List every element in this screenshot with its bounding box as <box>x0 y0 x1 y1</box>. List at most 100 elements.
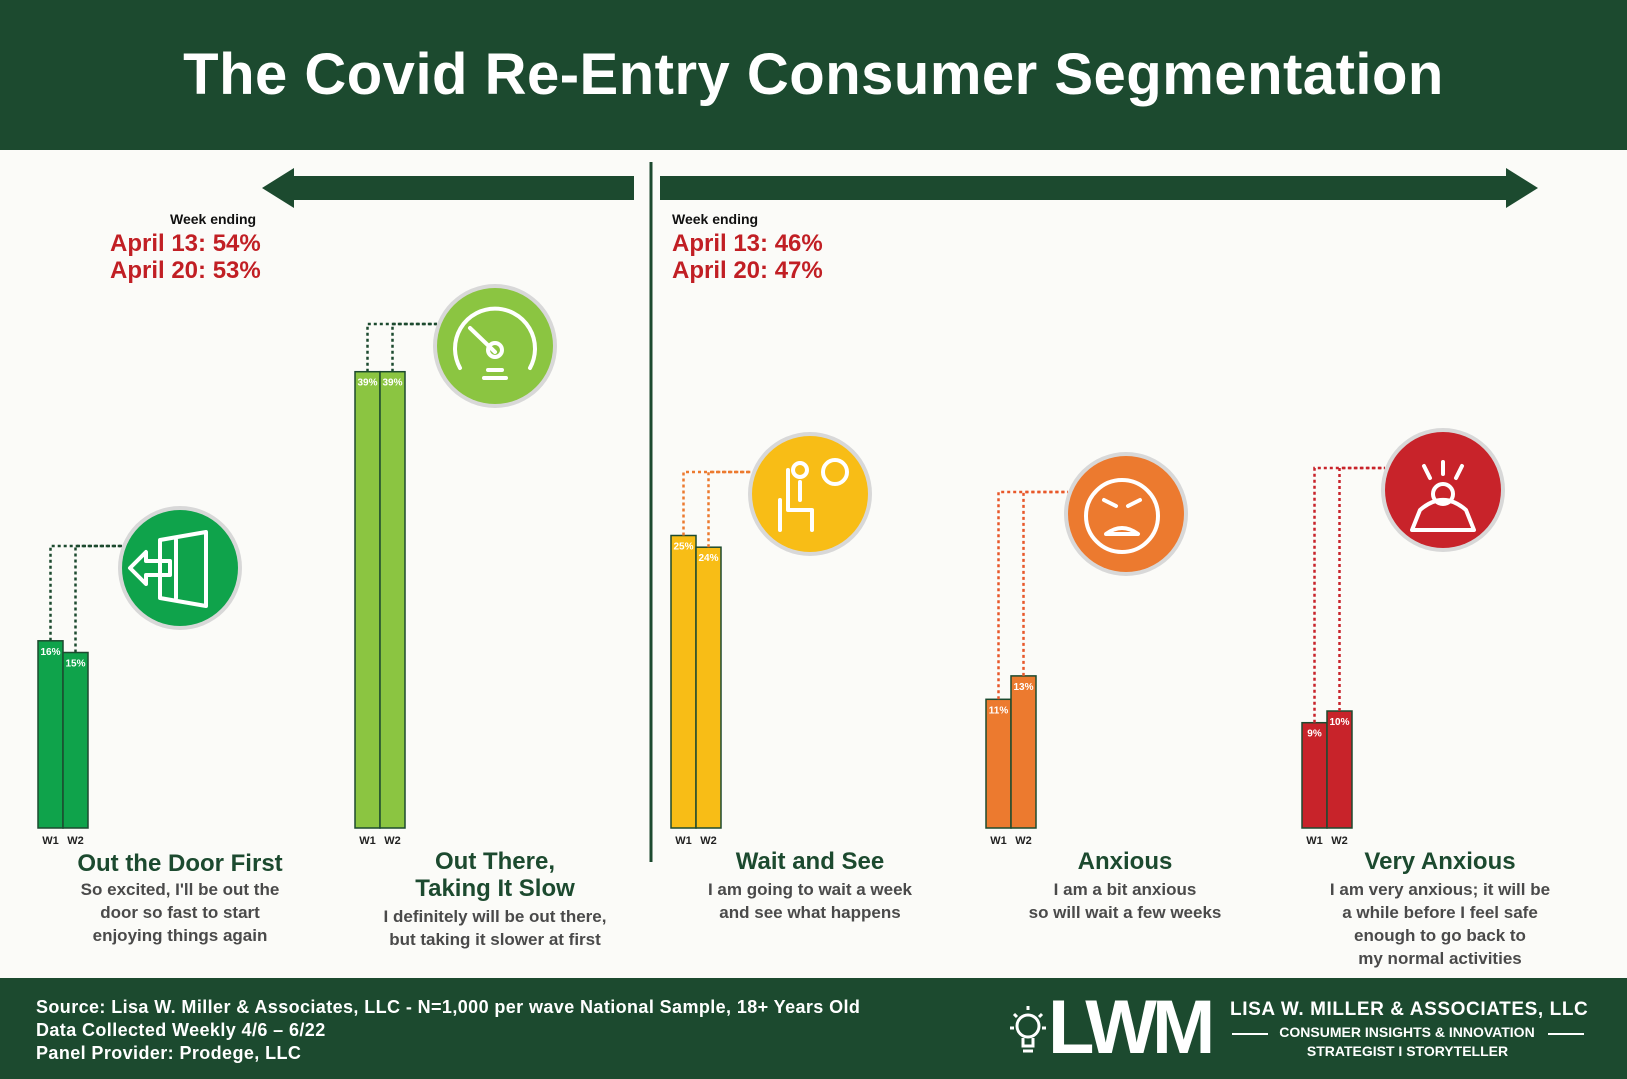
segment-desc-line: I am going to wait a week <box>707 880 913 899</box>
connector-line <box>49 544 122 641</box>
bar-value-label: 15% <box>65 659 85 670</box>
bar-w2 <box>62 651 89 829</box>
anxious-face-mouth <box>1102 498 1142 536</box>
stressed-head <box>1431 482 1455 506</box>
segment-title-wait-and-see: Wait and See <box>735 848 885 875</box>
footer-bar <box>0 978 1627 1079</box>
bar-series-label: W2 <box>700 835 717 847</box>
bar-w2 <box>695 546 722 829</box>
segment-desc-line: I am very anxious; it will be <box>1329 880 1551 899</box>
icon-circle <box>122 510 238 626</box>
segment-desc-line: but taking it slower at first <box>389 930 601 949</box>
very-anxious-icon-group <box>1381 428 1505 552</box>
segment-desc-line: so will wait a few weeks <box>1028 903 1222 922</box>
bar-series-label: W2 <box>1331 835 1348 847</box>
waiting-person-clock-icon <box>778 468 814 532</box>
connector-line <box>707 470 752 548</box>
connector-line <box>997 490 1068 700</box>
bar-w2 <box>1010 675 1037 829</box>
left-arrow-head <box>262 168 294 208</box>
speedometer-icon <box>453 306 537 380</box>
bar-value-label: 24% <box>698 553 718 564</box>
header-banner <box>0 0 1627 150</box>
bar-series-label: W1 <box>675 835 692 847</box>
segment-desc-line: enjoying things again <box>92 926 268 945</box>
speedometer-hub <box>486 341 504 359</box>
right-week-value-1: April 13: 46% <box>672 230 823 257</box>
segment-desc-line: door so fast to start <box>100 903 260 922</box>
icon-circle <box>752 436 868 552</box>
segment-desc-line: a while before I feel safe <box>1342 903 1538 922</box>
bar-w1 <box>985 698 1012 829</box>
panel-provider-line: Panel Provider: Prodege, LLC <box>36 1043 302 1063</box>
wait-and-see-icon-group <box>748 432 872 556</box>
bar-w1 <box>354 370 381 829</box>
connector-line <box>1022 490 1068 676</box>
segment-title-anxious: Anxious <box>1077 848 1173 875</box>
bar-value-label: 10% <box>1329 717 1349 728</box>
segment-desc-line: enough to go back to <box>1354 926 1526 945</box>
connector-line <box>1313 466 1385 723</box>
bar-series-label: W1 <box>990 835 1007 847</box>
person-head <box>791 461 809 479</box>
tagline-rule-left <box>1232 1033 1268 1035</box>
lightbulb-icon <box>1010 1006 1046 1053</box>
page-title: The Covid Re-Entry Consumer Segmentation <box>183 42 1444 107</box>
bar-series-label: W2 <box>1015 835 1032 847</box>
right-week-value-2: April 20: 47% <box>672 257 823 284</box>
company-tagline-1: CONSUMER INSIGHTS & INNOVATION <box>1279 1024 1535 1040</box>
bar-value-label: 16% <box>40 647 60 658</box>
bar-value-label: 39% <box>382 378 402 389</box>
bar-series-label: W2 <box>384 835 401 847</box>
bar-series-label: W1 <box>1306 835 1323 847</box>
bar-series-label: W2 <box>67 835 84 847</box>
left-week-value-1: April 13: 54% <box>110 230 261 257</box>
data-collected-line: Data Collected Weekly 4/6 – 6/22 <box>36 1020 326 1040</box>
bar-w1 <box>1301 721 1328 829</box>
bar-value-label: 11% <box>989 705 1009 716</box>
bar-w1 <box>37 640 64 829</box>
segment-desc-line: So excited, I'll be out the <box>80 880 280 899</box>
tagline-rule-right <box>1548 1033 1584 1035</box>
bar-value-label: 25% <box>673 542 693 553</box>
segment-desc-line: and see what happens <box>719 903 901 922</box>
bar-value-label: 9% <box>1307 729 1322 740</box>
segment-desc-line: I definitely will be out there, <box>383 907 607 926</box>
clock-face <box>821 458 849 486</box>
company-name: LISA W. MILLER & ASSOCIATES, LLC <box>1230 999 1589 1020</box>
bar-value-label: 13% <box>1013 682 1033 693</box>
segment-title-out-the-door-first: Out the Door First <box>77 850 283 877</box>
segmentation-chart: 16% W1 15% W2 39% W1 39% W2 25% W1 24% W2 11% W1 13% W2… <box>37 162 1538 862</box>
connector-line <box>74 544 122 653</box>
bar-value-label: 39% <box>357 378 377 389</box>
segment-title-out-there-line2: Taking It Slow <box>415 875 575 902</box>
bar-w2 <box>379 370 406 829</box>
segment-desc-line: my normal activities <box>1358 949 1522 968</box>
segment-title-very-anxious: Very Anxious <box>1364 848 1516 875</box>
right-week-label: Week ending <box>672 211 759 227</box>
connector-line <box>1338 466 1385 711</box>
company-tagline-2: STRATEGIST I STORYTELLER <box>1306 1043 1509 1059</box>
source-line: Source: Lisa W. Miller & Associates, LLC… <box>36 997 861 1017</box>
left-week-value-2: April 20: 53% <box>110 257 261 284</box>
connector-line <box>366 322 437 372</box>
left-week-label: Week ending <box>170 211 257 227</box>
anxious-icon-group <box>1064 452 1188 576</box>
right-arrow-head <box>1506 168 1538 208</box>
connector-line <box>391 322 437 372</box>
right-arrow-shaft <box>660 176 1508 200</box>
connector-line <box>682 470 752 536</box>
out-the-door-first-icon-group <box>118 506 242 630</box>
bar-w2 <box>1326 710 1353 829</box>
bar-series-label: W1 <box>359 835 376 847</box>
bar-series-label: W1 <box>42 835 59 847</box>
left-arrow-shaft <box>290 176 634 200</box>
anxious-face-outline <box>1084 478 1160 554</box>
segment-title-out-there: Out There, <box>434 848 555 875</box>
lwm-logo: LWM <box>1048 985 1215 1070</box>
exit-door-icon <box>128 530 208 608</box>
out-there-taking-it-slow-icon-group <box>433 284 557 408</box>
icon-circle <box>1385 432 1501 548</box>
icon-circle <box>437 288 553 404</box>
bar-w1 <box>670 534 697 829</box>
